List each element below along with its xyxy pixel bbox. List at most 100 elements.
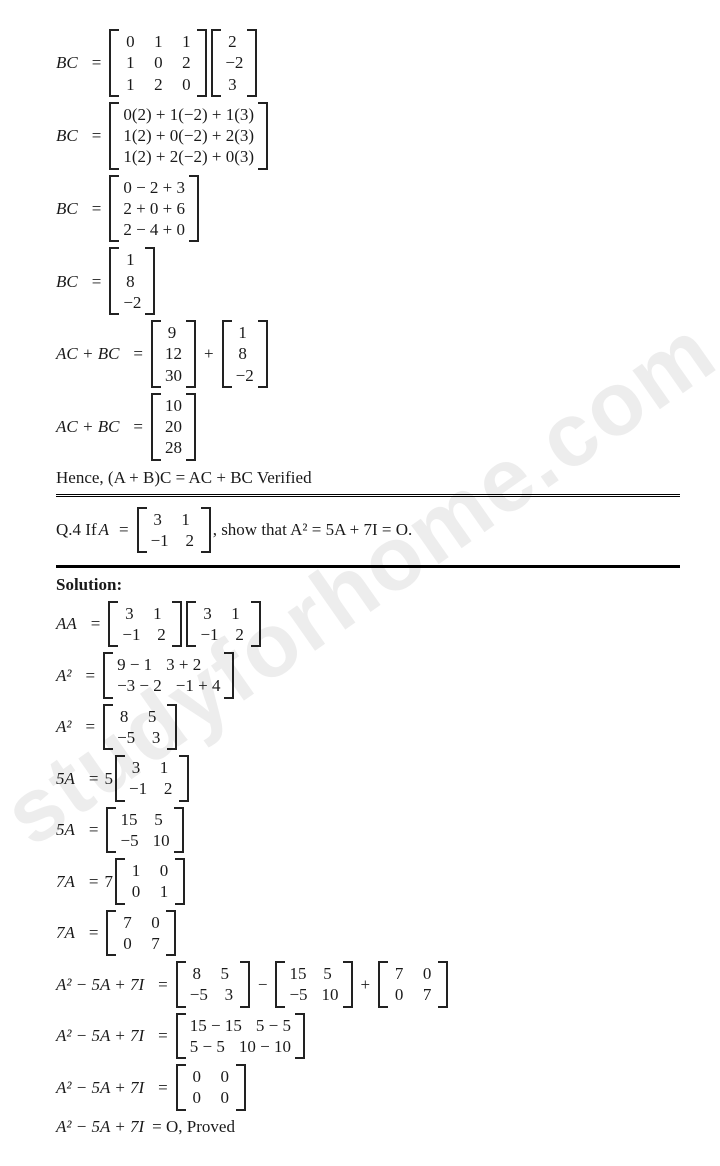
page-content: studyforhome.com BC = 011102120 2−23 BC …: [0, 0, 720, 1166]
matrix-cell: 12: [165, 343, 182, 364]
matrix-cell: −2: [123, 292, 141, 313]
matrix-cell: 3: [151, 509, 165, 530]
matrix-cell: 7: [420, 984, 434, 1005]
equals-sign: =: [89, 871, 99, 892]
eq-line: BC = 0(2) + 1(−2) + 1(3)1(2) + 0(−2) + 2…: [56, 102, 680, 170]
matrix: 9 − 13 + 2−3 − 2−1 + 4: [103, 652, 234, 699]
matrix-cell: 8: [117, 706, 131, 727]
matrix-cell: 28: [165, 437, 182, 458]
matrix-cell: 0(2) + 1(−2) + 1(3): [123, 104, 254, 125]
matrix: 15 − 155 − 55 − 510 − 10: [176, 1013, 305, 1060]
matrix-cell: −2: [225, 52, 243, 73]
equals-sign: =: [158, 1025, 168, 1046]
matrix: 85−53: [103, 704, 177, 751]
lhs-label: A² − 5A + 7I: [56, 1025, 144, 1046]
eq-line: 7A = 7007: [56, 910, 680, 957]
scalar: 7: [104, 871, 113, 892]
matrix-cell: 1(2) + 2(−2) + 0(3): [123, 146, 254, 167]
matrix: 18−2: [222, 320, 268, 388]
matrix: 18−2: [109, 247, 155, 315]
matrix-cell: 0 − 2 + 3: [123, 177, 185, 198]
lhs-label: 7A: [56, 871, 75, 892]
matrix-cell: 0: [190, 1066, 204, 1087]
lhs-label: AA: [56, 613, 77, 634]
equals-sign: =: [85, 665, 95, 686]
matrix-cell: 7: [120, 912, 134, 933]
matrix-cell: 7: [148, 933, 162, 954]
lhs-label: A² − 5A + 7I: [56, 974, 144, 995]
matrix-cell: 7: [392, 963, 406, 984]
matrix-cell: 3: [222, 984, 236, 1005]
eq-line: 5A = 5 31−12: [56, 755, 680, 802]
equals-sign: =: [133, 416, 143, 437]
matrix: 85 −5 3: [176, 961, 250, 1008]
matrix-cell: 2: [225, 31, 239, 52]
matrix-cell: 1: [129, 860, 143, 881]
lhs-label: BC: [56, 271, 78, 292]
matrix-cell: −1: [129, 778, 147, 799]
lhs-label: BC: [56, 52, 78, 73]
matrix-cell: 5 − 5: [190, 1036, 225, 1057]
lhs-label: A²: [56, 665, 71, 686]
eq-line: AC + BC = 102028: [56, 393, 680, 461]
hence-line: Hence, (A + B)C = AC + BC Verified: [56, 467, 680, 488]
matrix-cell: 1: [157, 757, 171, 778]
minus-sign: −: [258, 974, 268, 995]
question-line: Q.4 If A = 31−12 , show that A² = 5A + 7…: [56, 503, 680, 560]
matrix: 0 − 2 + 32 + 0 + 62 − 4 + 0: [109, 175, 199, 243]
matrix-cell: 0: [157, 860, 171, 881]
matrix-cell: 1: [151, 31, 165, 52]
matrix-cell: −5: [190, 984, 208, 1005]
matrix: 0000: [176, 1064, 246, 1111]
matrix-cell: −1 + 4: [176, 675, 221, 696]
lhs-label: 5A: [56, 768, 75, 789]
eq-line: A² − 5A + 7I = O, Proved: [56, 1116, 680, 1137]
eq-line: BC = 011102120 2−23: [56, 29, 680, 97]
matrix-cell: 1: [236, 322, 250, 343]
matrix-cell: −5: [120, 830, 138, 851]
matrix-cell: 10: [322, 984, 339, 1005]
equals-sign: =: [158, 1077, 168, 1098]
matrix-cell: 1: [123, 52, 137, 73]
matrix-cell: 3: [129, 757, 143, 778]
eq-line: A² − 5A + 7I = 15 − 155 − 55 − 510 − 10: [56, 1013, 680, 1060]
eq-line: 5A = 155−510: [56, 807, 680, 854]
matrix-cell: 0: [179, 74, 193, 95]
matrix-cell: 8: [123, 271, 137, 292]
matrix-cell: 2 + 0 + 6: [123, 198, 185, 219]
matrix-cell: 2: [151, 74, 165, 95]
equals-sign: =: [92, 125, 102, 146]
eq-line: A² = 9 − 13 + 2−3 − 2−1 + 4: [56, 652, 680, 699]
matrix-cell: 1: [123, 74, 137, 95]
matrix: 7007: [106, 910, 176, 957]
matrix-cell: 5: [320, 963, 334, 984]
scalar: 5: [104, 768, 113, 789]
matrix: 31−12: [186, 601, 260, 648]
matrix-cell: −1: [122, 624, 140, 645]
matrix: 31−12: [137, 507, 211, 554]
matrix-cell: −1: [151, 530, 169, 551]
matrix-cell: 2: [179, 52, 193, 73]
eq-line: A² = 85−53: [56, 704, 680, 751]
eq-line: AC + BC = 91230 + 18−2: [56, 320, 680, 388]
matrix: 1001: [115, 858, 185, 905]
equals-sign: =: [91, 613, 101, 634]
matrix-cell: 5: [218, 963, 232, 984]
matrix-cell: 8: [190, 963, 204, 984]
matrix-cell: 3: [122, 603, 136, 624]
matrix-cell: 1: [150, 603, 164, 624]
matrix: 011102120: [109, 29, 207, 97]
equals-sign: =: [89, 819, 99, 840]
lhs-label: 7A: [56, 922, 75, 943]
matrix: 7007: [378, 961, 448, 1008]
matrix: 102028: [151, 393, 196, 461]
matrix-cell: −2: [236, 365, 254, 386]
matrix-cell: 2 − 4 + 0: [123, 219, 185, 240]
matrix-cell: 0: [148, 912, 162, 933]
equals-sign: =: [92, 198, 102, 219]
question-suffix: , show that A² = 5A + 7I = O.: [213, 519, 413, 540]
matrix-cell: 20: [165, 416, 182, 437]
matrix-cell: −3 − 2: [117, 675, 162, 696]
matrix: 2−23: [211, 29, 257, 97]
lhs-label: AC + BC: [56, 416, 119, 437]
